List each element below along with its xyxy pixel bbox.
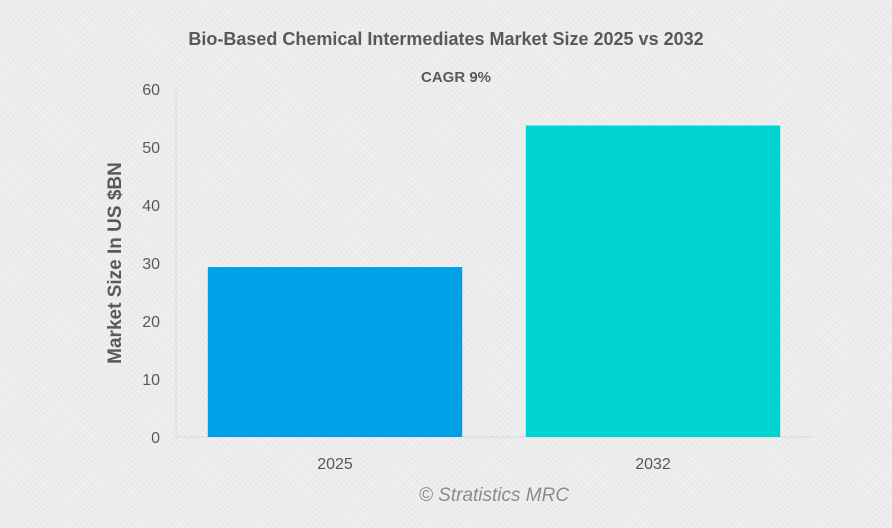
chart-subtitle: CAGR 9% [420,69,491,86]
y-tick-label: 40 [142,198,160,215]
y-tick-label: 10 [142,372,160,389]
bar-2025 [207,267,463,437]
x-tick-label: 2025 [317,456,353,473]
y-tick-label: 60 [142,82,160,99]
y-tick-label: 0 [151,430,160,447]
y-tick-label: 50 [142,140,160,157]
y-tick-label: 30 [142,256,160,273]
x-tick-label: 2032 [635,456,671,473]
bar-2032 [525,125,781,437]
y-tick-label: 20 [142,314,160,331]
chart-title: Bio-Based Chemical Intermediates Market … [188,29,704,49]
watermark: © Stratistics MRC [418,485,570,506]
